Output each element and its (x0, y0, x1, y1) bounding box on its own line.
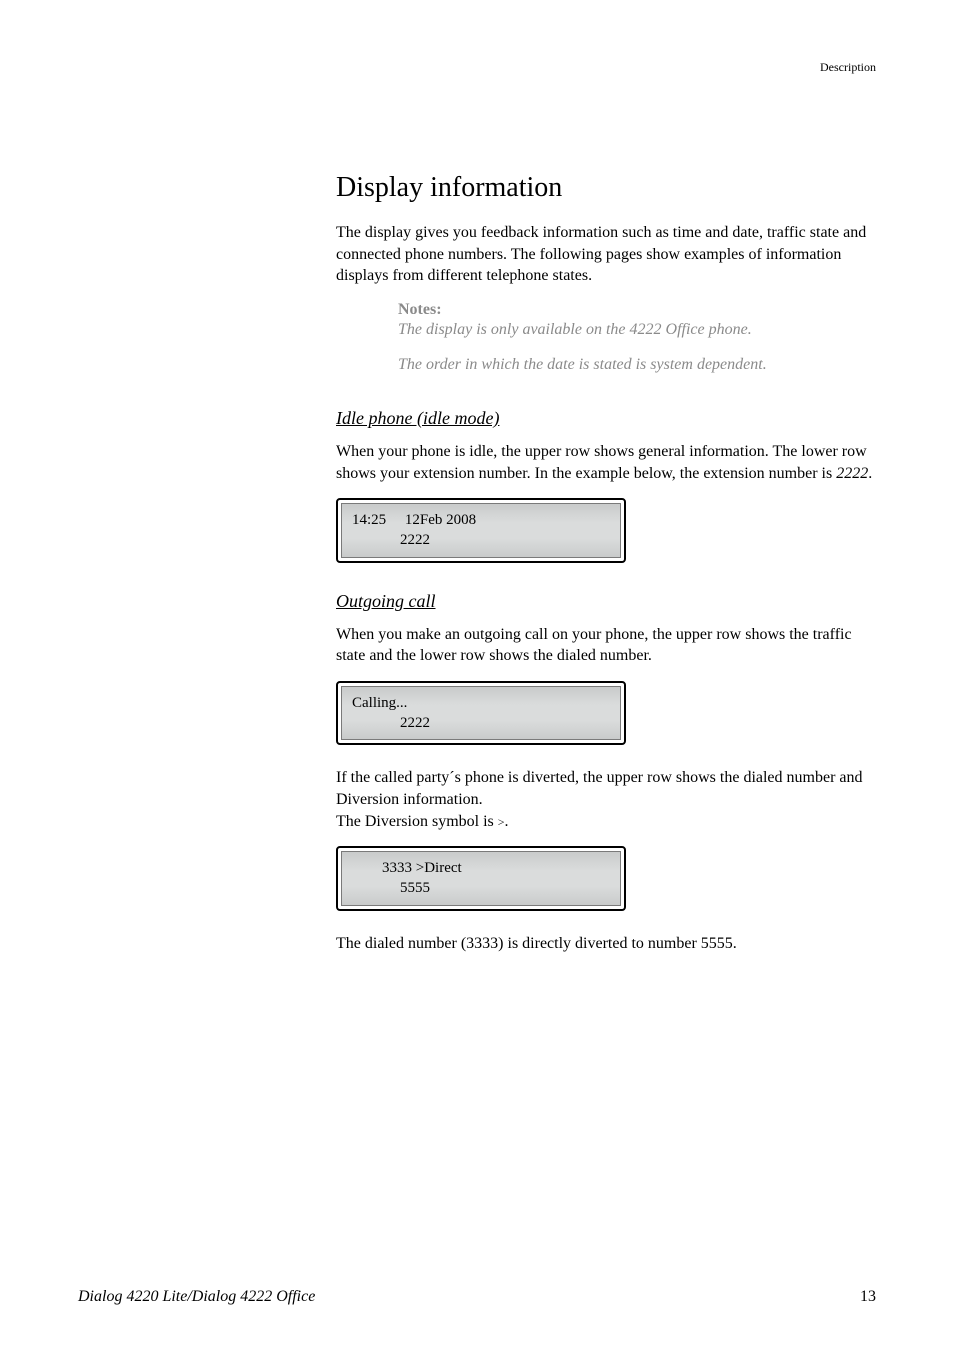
running-head: Description (820, 60, 876, 75)
note-line-2: The order in which the date is stated is… (398, 354, 876, 376)
idle-para-part-1: When your phone is idle, the upper row s… (336, 443, 867, 482)
idle-lcd: 14:25 12Feb 2008 2222 (336, 498, 626, 563)
outgoing-lcd-2-row1: 3333 >Direct (352, 858, 610, 878)
idle-heading: Idle phone (idle mode) (336, 408, 876, 429)
page: Description Display information The disp… (0, 0, 954, 1352)
footer-left: Dialog 4220 Lite/Dialog 4222 Office (78, 1288, 315, 1306)
idle-lcd-row1: 14:25 12Feb 2008 (352, 510, 610, 530)
main-content: Display information The display gives yo… (336, 60, 876, 954)
outgoing-para-2a: If the called party´s phone is diverted,… (336, 767, 876, 810)
idle-paragraph: When your phone is idle, the upper row s… (336, 441, 876, 484)
footer-page-number: 13 (860, 1288, 876, 1306)
outgoing-para-2b-suffix: . (505, 813, 509, 830)
outgoing-lcd-1-row1: Calling... (352, 693, 610, 713)
section-title: Display information (336, 172, 876, 204)
page-footer: Dialog 4220 Lite/Dialog 4222 Office 13 (78, 1288, 876, 1306)
outgoing-para-2b-prefix: The Diversion symbol is (336, 813, 498, 830)
outgoing-lcd-1: Calling... 2222 (336, 681, 626, 746)
outgoing-para-2b: The Diversion symbol is >. (336, 811, 876, 833)
intro-paragraph: The display gives you feedback informati… (336, 222, 876, 287)
outgoing-para-3: The dialed number (3333) is directly div… (336, 933, 876, 955)
notes-label: Notes: (398, 301, 876, 319)
outgoing-lcd-2: 3333 >Direct 5555 (336, 846, 626, 911)
outgoing-lcd-2-row2: 5555 (352, 878, 610, 898)
idle-lcd-inner: 14:25 12Feb 2008 2222 (341, 503, 621, 558)
outgoing-lcd-1-row2: 2222 (352, 713, 610, 733)
outgoing-heading: Outgoing call (336, 591, 876, 612)
outgoing-lcd-2-inner: 3333 >Direct 5555 (341, 851, 621, 906)
diversion-symbol: > (498, 815, 505, 829)
idle-lcd-row2: 2222 (352, 530, 610, 550)
outgoing-para-1: When you make an outgoing call on your p… (336, 624, 876, 667)
note-line-1: The display is only available on the 422… (398, 319, 876, 341)
notes-block: Notes: The display is only available on … (398, 301, 876, 376)
idle-para-ext-number: 2222 (836, 465, 868, 482)
idle-para-part-3: . (868, 465, 872, 482)
outgoing-lcd-1-inner: Calling... 2222 (341, 686, 621, 741)
